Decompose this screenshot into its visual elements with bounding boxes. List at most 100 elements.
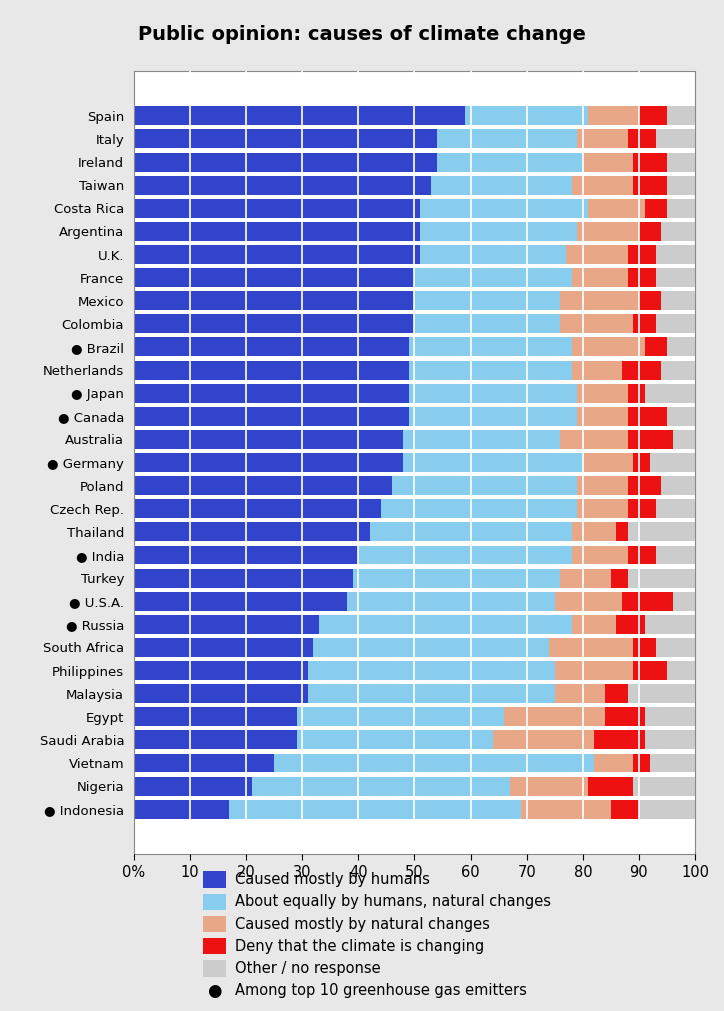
Bar: [353, 568, 560, 587]
Bar: [656, 245, 695, 264]
Bar: [628, 684, 695, 703]
Bar: [639, 106, 667, 125]
Bar: [369, 523, 571, 541]
Bar: [134, 176, 432, 195]
Bar: [555, 591, 622, 611]
Bar: [409, 338, 571, 357]
Bar: [644, 615, 695, 634]
Bar: [628, 406, 667, 426]
Bar: [347, 591, 555, 611]
Bar: [616, 523, 628, 541]
Bar: [319, 615, 571, 634]
Text: Among top 10 greenhouse gas emitters: Among top 10 greenhouse gas emitters: [235, 984, 526, 998]
Bar: [639, 800, 695, 819]
Bar: [134, 776, 252, 796]
Bar: [589, 776, 634, 796]
Text: Public opinion: causes of climate change: Public opinion: causes of climate change: [138, 25, 586, 44]
Bar: [313, 638, 549, 657]
Text: Caused mostly by humans: Caused mostly by humans: [235, 872, 429, 887]
Bar: [420, 222, 577, 241]
Bar: [656, 314, 695, 334]
Bar: [644, 338, 667, 357]
Bar: [560, 291, 639, 310]
Bar: [437, 129, 577, 149]
Bar: [414, 291, 560, 310]
Bar: [656, 546, 695, 564]
Bar: [134, 708, 297, 726]
Bar: [661, 222, 695, 241]
Bar: [134, 106, 465, 125]
Bar: [571, 523, 616, 541]
Bar: [414, 314, 560, 334]
Bar: [555, 661, 634, 680]
Bar: [634, 753, 650, 772]
Bar: [134, 291, 414, 310]
Bar: [134, 406, 409, 426]
Bar: [577, 476, 628, 495]
Bar: [493, 730, 594, 749]
Bar: [634, 661, 667, 680]
Bar: [656, 499, 695, 519]
Bar: [667, 338, 695, 357]
Bar: [134, 384, 409, 402]
Bar: [656, 638, 695, 657]
Bar: [134, 268, 414, 287]
Bar: [134, 546, 358, 564]
Bar: [667, 406, 695, 426]
Bar: [134, 430, 403, 449]
Bar: [661, 291, 695, 310]
Bar: [661, 476, 695, 495]
Bar: [611, 800, 639, 819]
Bar: [134, 129, 437, 149]
Bar: [549, 638, 634, 657]
Bar: [432, 176, 571, 195]
Bar: [634, 176, 667, 195]
Bar: [577, 129, 628, 149]
Bar: [667, 176, 695, 195]
Bar: [644, 730, 695, 749]
Bar: [297, 708, 504, 726]
Bar: [634, 153, 667, 172]
Bar: [583, 153, 634, 172]
Bar: [420, 199, 589, 217]
Bar: [622, 361, 662, 379]
Bar: [644, 199, 667, 217]
Bar: [571, 176, 634, 195]
Bar: [134, 199, 420, 217]
Bar: [252, 776, 510, 796]
Bar: [134, 661, 308, 680]
Bar: [560, 430, 628, 449]
Bar: [134, 615, 319, 634]
Bar: [134, 476, 392, 495]
Bar: [409, 384, 577, 402]
Text: Deny that the climate is changing: Deny that the climate is changing: [235, 939, 484, 953]
Bar: [639, 222, 661, 241]
Bar: [571, 361, 622, 379]
Bar: [644, 708, 695, 726]
Bar: [634, 638, 656, 657]
Bar: [134, 753, 274, 772]
Bar: [358, 546, 571, 564]
Bar: [521, 800, 611, 819]
Bar: [628, 129, 656, 149]
Bar: [297, 730, 493, 749]
Bar: [667, 661, 695, 680]
Bar: [628, 268, 656, 287]
Bar: [644, 384, 695, 402]
Bar: [134, 314, 414, 334]
Bar: [134, 591, 347, 611]
Bar: [628, 568, 695, 587]
Bar: [611, 568, 628, 587]
Bar: [134, 730, 297, 749]
Bar: [673, 430, 695, 449]
Bar: [577, 406, 628, 426]
Bar: [560, 568, 611, 587]
Bar: [403, 453, 583, 472]
Bar: [656, 268, 695, 287]
Bar: [381, 499, 577, 519]
Bar: [616, 615, 644, 634]
Bar: [577, 222, 639, 241]
Bar: [583, 453, 634, 472]
Bar: [667, 153, 695, 172]
Bar: [628, 384, 644, 402]
